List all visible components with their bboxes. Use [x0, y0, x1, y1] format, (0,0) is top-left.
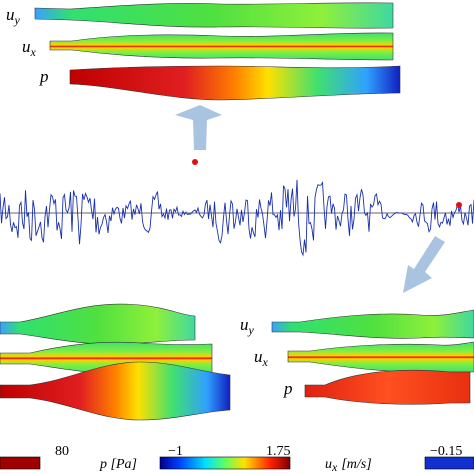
label: p — [39, 67, 49, 86]
label: ux — [22, 37, 37, 59]
colorbar-label: 1.75 — [266, 444, 291, 459]
uy-field — [271, 309, 474, 339]
uy-field — [0, 303, 196, 345]
label: uy — [240, 315, 255, 337]
label: p — [283, 379, 293, 398]
marker — [456, 202, 462, 208]
ux-field — [287, 341, 474, 373]
label: ux — [254, 347, 269, 369]
colorbar-title: ux [m/s] — [325, 457, 372, 474]
colorbar-title: p [Pa] — [99, 457, 137, 472]
uy-field — [34, 2, 394, 29]
colorbar-label: −1 — [168, 444, 183, 459]
top-labels: uy ux p — [6, 5, 49, 86]
arrow-down — [403, 236, 445, 293]
pressure-colorbar — [0, 456, 41, 470]
colorbar-label: −0.15 — [430, 444, 462, 459]
arrow-up — [175, 105, 222, 150]
p-field — [304, 369, 471, 405]
top-fields — [34, 2, 401, 101]
marker — [192, 159, 198, 165]
bottom-right-fields — [271, 309, 474, 405]
signal — [0, 179, 474, 257]
ux-colorbar — [159, 456, 291, 470]
uy-colorbar — [424, 456, 474, 470]
colorbars: 80 p [Pa] −1 1.75 ux [m/s] −0.15 — [0, 444, 474, 474]
colorbar-label: 80 — [55, 444, 69, 459]
bottom-left-fields — [0, 303, 231, 421]
label: uy — [6, 5, 21, 27]
p-field — [69, 65, 401, 101]
ux-field — [49, 32, 394, 61]
p-field — [0, 361, 231, 421]
bottom-right-labels: uy ux p — [240, 315, 293, 398]
